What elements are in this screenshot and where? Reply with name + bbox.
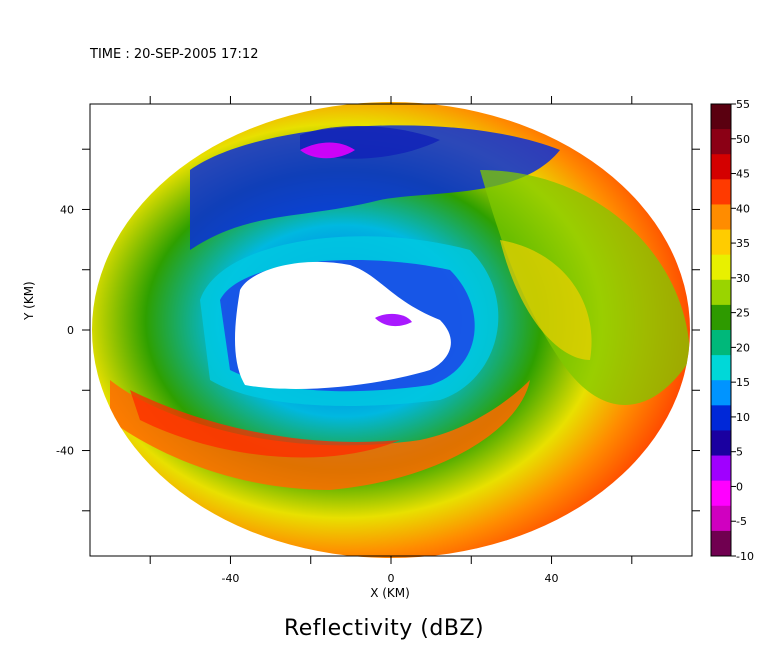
colorbar-tick-label: 15 bbox=[736, 376, 750, 389]
colorbar-segment bbox=[711, 104, 731, 130]
southwest-high-reflectivity bbox=[110, 380, 530, 490]
colorbar-segment bbox=[711, 204, 731, 231]
colorbar-segment bbox=[711, 405, 731, 431]
east-green-region bbox=[480, 170, 690, 405]
y-tick-label: -40 bbox=[56, 445, 74, 458]
x-tick-label: -40 bbox=[221, 572, 239, 585]
colorbar-segment bbox=[711, 129, 731, 155]
east-yellow-region bbox=[500, 240, 592, 360]
southwest-core bbox=[130, 390, 400, 458]
colorbar-segment bbox=[711, 304, 731, 331]
echo-free-eye bbox=[235, 261, 451, 390]
colorbar-tick-label: 30 bbox=[736, 272, 750, 285]
y-tick-label: 40 bbox=[60, 203, 74, 216]
magenta-patch-center bbox=[375, 313, 412, 327]
colorbar-tick-label: 35 bbox=[736, 237, 750, 250]
colorbar-tick-label: 55 bbox=[736, 98, 750, 111]
colorbar-segment bbox=[711, 355, 731, 381]
colorbar-segment bbox=[711, 179, 731, 205]
north-blue-region bbox=[190, 125, 560, 250]
colorbar-segment bbox=[711, 154, 731, 180]
colorbar-frame bbox=[710, 103, 732, 557]
timestamp-label: TIME : 20-SEP-2005 17:12 bbox=[90, 47, 259, 62]
colorbar-segment bbox=[711, 530, 731, 557]
colorbar-segment bbox=[711, 254, 731, 281]
colorbar-tick-label: 45 bbox=[736, 168, 750, 181]
colorbar-segment bbox=[711, 430, 731, 457]
colorbar-tick-label: 10 bbox=[736, 411, 750, 424]
colorbar-tick-label: -5 bbox=[736, 515, 747, 528]
y-axis-label: Y (KM) bbox=[22, 281, 36, 320]
colorbar-tick-label: 0 bbox=[736, 480, 743, 493]
colorbar-tick-label: 25 bbox=[736, 307, 750, 320]
colorbar-segment bbox=[711, 279, 731, 306]
colorbar-segment bbox=[711, 380, 731, 406]
y-tick-label: 0 bbox=[67, 324, 74, 337]
magenta-patch-north bbox=[300, 142, 355, 159]
colorbar-tick-label: 40 bbox=[736, 202, 750, 215]
colorbar-segment bbox=[711, 480, 731, 507]
colorbar-tick-label: 5 bbox=[736, 446, 743, 459]
chart-title: Reflectivity (dBZ) bbox=[283, 616, 485, 641]
colorbar-segment bbox=[711, 330, 731, 356]
colorbar-tick-label: -10 bbox=[736, 550, 754, 563]
colorbar-tick-label: 20 bbox=[736, 341, 750, 354]
colorbar-segment bbox=[711, 229, 731, 256]
colorbar-segment bbox=[711, 455, 731, 482]
colorbar-tick-label: 50 bbox=[736, 133, 750, 146]
x-tick-label: 0 bbox=[388, 572, 395, 585]
reflectivity-field bbox=[110, 125, 690, 490]
x-axis-label: X (KM) bbox=[370, 586, 410, 600]
x-tick-label: 40 bbox=[545, 572, 559, 585]
colorbar-segment bbox=[711, 505, 731, 532]
